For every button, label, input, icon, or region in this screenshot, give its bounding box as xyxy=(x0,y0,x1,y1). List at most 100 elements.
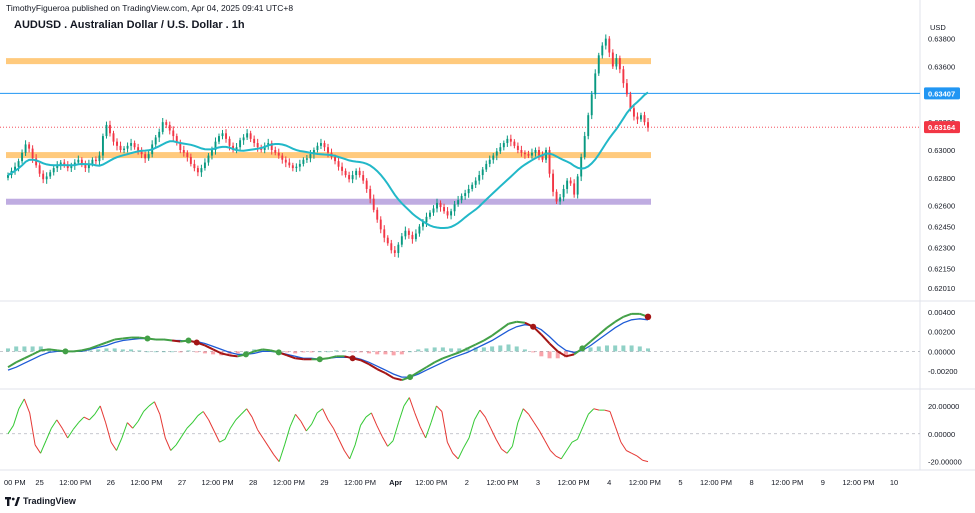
macd-histogram-bar xyxy=(563,351,568,358)
oscillator-line-segment xyxy=(110,441,117,451)
last-price-badge-bg xyxy=(924,121,960,134)
candle-body xyxy=(196,168,199,173)
macd-histogram-bar xyxy=(514,346,519,352)
candle-body xyxy=(397,244,400,254)
candle-body xyxy=(386,237,389,244)
x-axis-tick-label: 27 xyxy=(178,478,186,487)
macd-histogram-bar xyxy=(22,346,27,352)
x-axis-tick-label: 9 xyxy=(821,478,825,487)
x-axis-tick-label: 12:00 PM xyxy=(415,478,447,487)
oscillator-line-segment xyxy=(61,427,69,439)
candle-body xyxy=(436,202,438,209)
macd-line-segment xyxy=(598,326,608,336)
oscillator-line-segment xyxy=(208,419,215,432)
candle-body xyxy=(186,152,189,157)
oscillator-line-segment xyxy=(213,430,220,443)
candle-body xyxy=(218,136,220,142)
oscillator-line-segment xyxy=(381,436,389,447)
candle-body xyxy=(228,138,231,146)
oscillator-line-segment xyxy=(224,427,231,440)
macd-line-segment xyxy=(262,348,271,352)
oscillator-line-segment xyxy=(257,429,264,439)
candle-body xyxy=(523,152,526,155)
candle-body xyxy=(154,137,157,145)
oscillator-line-segment xyxy=(78,416,85,423)
oscillator-line-segment xyxy=(23,398,31,414)
macd-histogram-bar xyxy=(284,351,289,353)
x-axis-tick-label: 8 xyxy=(750,478,754,487)
macd-line-segment xyxy=(253,348,263,353)
candle-body xyxy=(594,73,597,95)
oscillator-line-segment xyxy=(240,408,248,415)
candle-body xyxy=(502,143,505,148)
oscillator-line-segment xyxy=(332,427,340,440)
oscillator-line-segment xyxy=(94,405,101,415)
macd-line-segment xyxy=(286,354,296,360)
candle-body xyxy=(270,143,273,150)
macd-line-segment xyxy=(606,320,616,329)
oscillator-line-segment xyxy=(170,444,177,451)
oscillator-line-segment xyxy=(278,444,286,462)
oscillator-line-segment xyxy=(305,423,313,432)
candle-body xyxy=(56,165,59,169)
macd-line-segment xyxy=(212,348,222,355)
candle-body xyxy=(221,133,224,137)
candle-body xyxy=(203,162,206,169)
candle-body xyxy=(534,150,537,153)
macd-line-segment xyxy=(122,336,132,340)
candle-body xyxy=(355,170,358,176)
oscillator-line-segment xyxy=(468,419,475,439)
macd-cross-dot xyxy=(407,374,414,381)
candle-body xyxy=(31,148,34,159)
macd-histogram-bar xyxy=(38,346,43,352)
oscillator-line-segment xyxy=(408,397,416,414)
oscillator-line-segment xyxy=(370,412,378,426)
candle-body xyxy=(636,116,639,120)
y-axis-tick-label: 0.63600 xyxy=(928,62,955,71)
candle-body xyxy=(474,180,477,185)
candle-body xyxy=(608,38,611,53)
macd-histogram-bar xyxy=(432,347,437,352)
oscillator-line-segment xyxy=(197,411,204,417)
candle-body xyxy=(52,168,55,173)
tradingview-logo[interactable]: TradingView xyxy=(5,496,76,506)
macd-histogram-bar xyxy=(637,346,642,352)
macd-line-segment xyxy=(73,349,82,353)
candle-body xyxy=(277,152,280,156)
candle-body xyxy=(348,175,351,180)
y-axis-tick-label: -0.00200 xyxy=(928,367,958,376)
macd-line-segment xyxy=(48,348,58,352)
candle-body xyxy=(49,172,52,177)
candle-body xyxy=(647,122,649,128)
oscillator-line-segment xyxy=(295,413,302,422)
macd-histogram-bar xyxy=(137,350,142,352)
candle-body xyxy=(66,165,69,169)
y-axis-tick-label: 0.63000 xyxy=(928,146,955,155)
candle-body xyxy=(432,208,435,213)
oscillator-line-segment xyxy=(587,408,595,415)
oscillator-line-segment xyxy=(262,437,269,447)
oscillator-line-segment xyxy=(528,414,535,423)
macd-cross-dot xyxy=(62,348,69,355)
candle-body xyxy=(42,173,45,180)
oscillator-line-segment xyxy=(311,412,318,425)
x-axis-tick-label: 12:00 PM xyxy=(59,478,91,487)
moving-average-line xyxy=(7,91,649,229)
oscillator-line-segment xyxy=(273,454,280,462)
candle-body xyxy=(147,154,150,159)
oscillator-line-segment xyxy=(376,425,383,437)
macd-line-segment xyxy=(548,342,559,353)
candle-body xyxy=(109,124,111,134)
candle-body xyxy=(446,211,449,216)
oscillator-line-segment xyxy=(34,444,41,454)
x-axis-tick-label: 10 xyxy=(890,478,898,487)
macd-line-segment xyxy=(384,372,395,379)
candle-body xyxy=(573,183,576,195)
y-axis-tick-label: 0.63800 xyxy=(928,35,955,44)
oscillator-line-segment xyxy=(29,412,36,446)
candle-body xyxy=(541,155,544,160)
macd-histogram-bar xyxy=(30,346,35,352)
macd-line-segment xyxy=(23,353,34,360)
oscillator-line-segment xyxy=(50,419,58,429)
